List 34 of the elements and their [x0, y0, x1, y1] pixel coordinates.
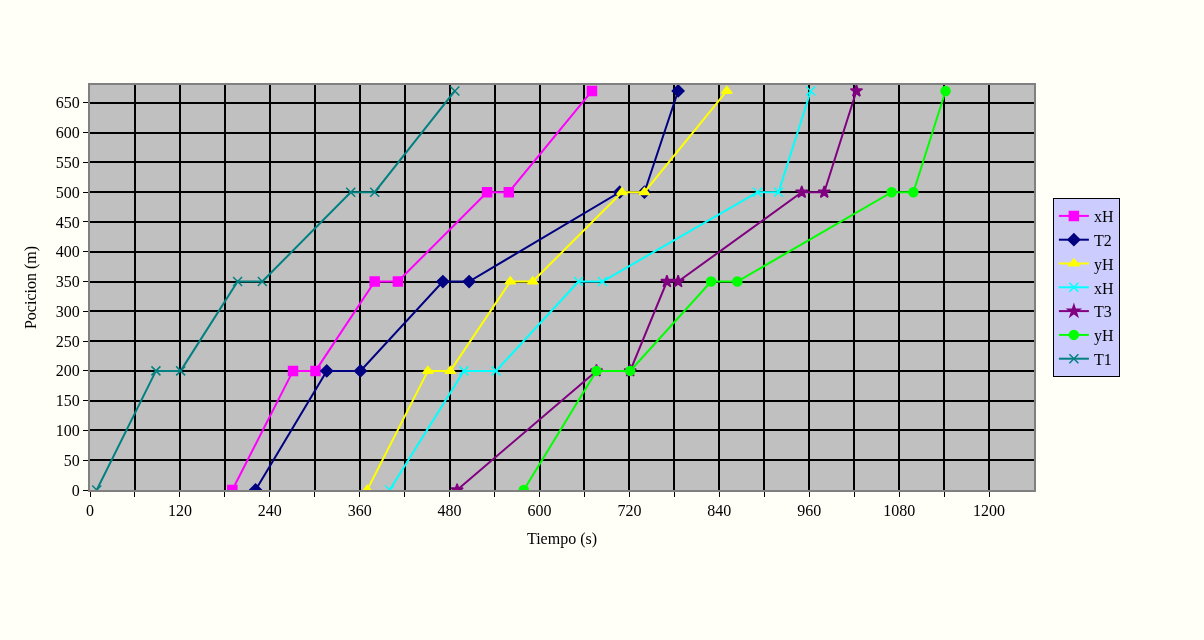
x-tick-label: 360: [347, 502, 372, 520]
y-tick-label: 400: [55, 243, 80, 261]
legend-label: xH: [1093, 208, 1114, 226]
y-tick-label: 200: [55, 362, 80, 380]
legend-label: T3: [1093, 303, 1112, 321]
x-axis-title: Tiempo (s): [526, 530, 598, 549]
legend-label: yH: [1093, 255, 1114, 274]
x-tick-label: 1200: [973, 502, 1006, 520]
legend-label: T1: [1093, 350, 1112, 368]
x-tick-label: 960: [797, 502, 822, 520]
x-tick-label: 480: [437, 502, 462, 520]
x-tick-label: 840: [707, 502, 732, 520]
y-tick-label: 600: [55, 124, 80, 142]
x-tick-label: 240: [257, 502, 282, 520]
y-tick-label: 550: [55, 154, 80, 172]
x-tick-label: 1080: [883, 502, 916, 520]
x-tick-label: 720: [617, 502, 642, 520]
legend-label: xH: [1093, 279, 1114, 297]
y-tick-label: 350: [55, 273, 80, 291]
x-tick-label: 120: [167, 502, 192, 520]
y-tick-label: 50: [63, 451, 80, 469]
legend-label: yH: [1093, 327, 1114, 346]
y-tick-label: 100: [55, 422, 80, 440]
x-tick-label: 600: [527, 502, 552, 520]
y-tick-label: 500: [55, 183, 80, 201]
y-tick-label: 300: [55, 302, 80, 320]
y-tick-label: 0: [71, 481, 80, 499]
y-tick-label: 650: [55, 94, 80, 112]
y-tick-label: 450: [55, 213, 80, 231]
y-tick-label: 150: [55, 392, 80, 410]
y-tick-label: 250: [55, 332, 80, 350]
y-axis-title: Pocicion (m): [22, 245, 41, 330]
x-tick-label: 0: [86, 502, 94, 520]
legend-label: T2: [1093, 231, 1112, 249]
